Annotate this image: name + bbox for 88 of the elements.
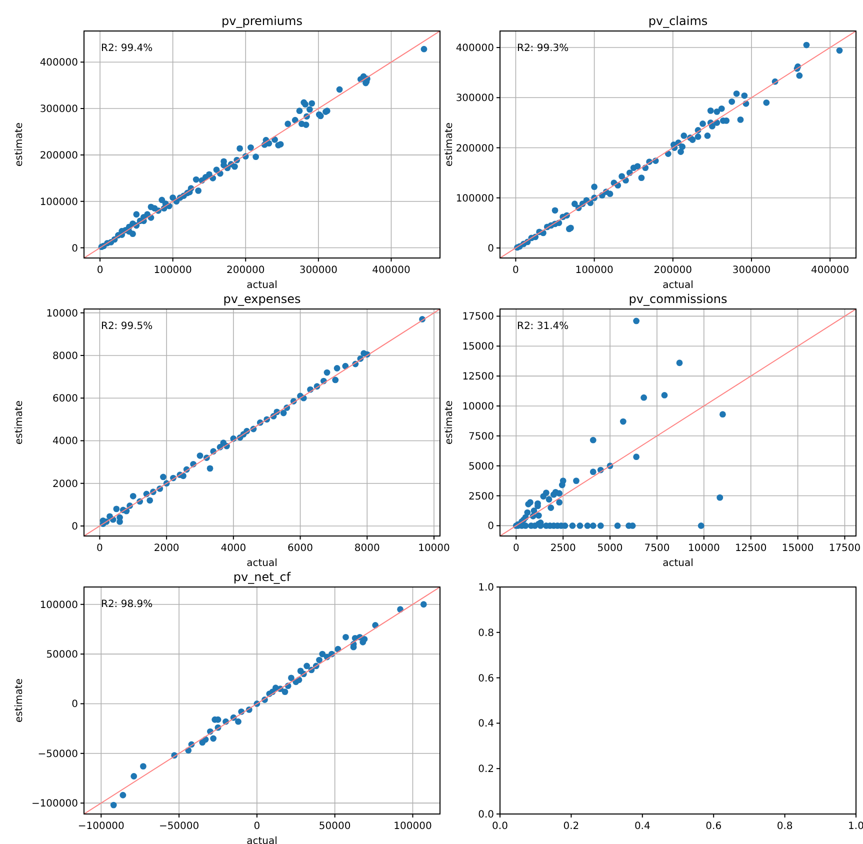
x-tick-label: 300000 (299, 265, 338, 276)
y-tick-label: −100000 (31, 798, 78, 810)
x-tick-label: 200000 (226, 265, 265, 276)
y-tick-label: 200000 (40, 150, 78, 162)
y-tick-label: 0.4 (478, 718, 494, 730)
x-tick-label: 5000 (597, 543, 623, 554)
y-axis-title: estimate (444, 400, 455, 445)
y-tick-label: 5000 (468, 461, 494, 472)
x-tick-label: 8000 (354, 543, 380, 554)
x-tick-label: 0 (96, 543, 103, 554)
x-tick-label: 0.2 (563, 821, 580, 832)
y-tick-label: 0 (488, 243, 494, 254)
y-tick-label: 2500 (468, 491, 494, 502)
y-tick-label: 400000 (456, 43, 494, 54)
x-tick-label: 1.0 (848, 821, 863, 832)
y-tick-label: 1.0 (478, 582, 494, 594)
y-tick-label: −50000 (38, 748, 78, 760)
y-tick-label: 6000 (52, 394, 78, 405)
x-tick-label: 0.8 (776, 821, 793, 832)
y-tick-label: 200000 (456, 143, 494, 154)
annotation: R2: 31.4% (517, 321, 569, 332)
x-tick-label: 10000 (418, 543, 450, 554)
x-tick-label: 7500 (644, 543, 670, 554)
x-axis-title: actual (246, 836, 278, 844)
y-tick-label: 15000 (462, 342, 494, 353)
chart-title: pv_commissions (628, 292, 728, 306)
y-axis-title: estimate (14, 678, 25, 723)
y-tick-label: 12500 (462, 372, 494, 383)
x-tick-label: 100000 (154, 265, 192, 276)
x-axis-title: actual (662, 558, 694, 569)
x-tick-label: 12500 (734, 543, 767, 554)
chart-title: pv_net_cf (233, 570, 292, 584)
x-tick-label: 10000 (688, 543, 720, 554)
annotation: R2: 99.3% (517, 43, 569, 54)
y-tick-label: 300000 (40, 104, 78, 116)
annotation: R2: 99.4% (101, 43, 153, 54)
y-tick-label: 0.2 (478, 764, 494, 776)
chart-title: pv_claims (648, 14, 708, 28)
x-tick-label: 200000 (654, 265, 692, 276)
x-tick-label: 400000 (810, 265, 850, 276)
x-tick-label: 2500 (550, 543, 576, 554)
x-tick-label: 100000 (575, 265, 614, 276)
y-axis-title: estimate (14, 122, 25, 167)
y-axis-title: estimate (444, 122, 455, 167)
x-tick-label: 2000 (154, 543, 180, 554)
chart-title: pv_premiums (222, 14, 302, 28)
y-tick-label: 10000 (46, 308, 78, 320)
x-tick-label: 0 (512, 543, 520, 554)
annotation: R2: 98.9% (101, 599, 153, 610)
y-tick-label: 0.8 (478, 628, 494, 639)
x-tick-label: 0 (512, 265, 519, 276)
x-axis-title: actual (246, 558, 278, 569)
y-axis-title: estimate (14, 400, 25, 445)
x-axis-title: actual (246, 280, 278, 291)
x-tick-label: 300000 (732, 265, 771, 276)
annotation: R2: 99.5% (101, 321, 153, 332)
y-tick-label: 7500 (468, 431, 494, 442)
x-axis-title: actual (662, 280, 694, 291)
y-tick-label: 4000 (52, 436, 78, 448)
x-tick-label: 4000 (220, 543, 246, 554)
y-tick-label: 2000 (52, 478, 78, 490)
y-tick-label: 0 (72, 521, 78, 532)
y-tick-label: 50000 (46, 650, 78, 661)
x-tick-label: −50000 (158, 821, 200, 832)
x-tick-label: 17500 (828, 543, 861, 554)
y-tick-label: 0.0 (478, 810, 494, 820)
y-tick-label: 400000 (40, 58, 78, 69)
y-tick-label: 17500 (462, 312, 494, 323)
x-tick-label: 6000 (288, 543, 313, 554)
y-tick-label: 100000 (40, 196, 78, 208)
x-tick-label: 400000 (372, 265, 410, 276)
x-tick-label: 0 (96, 265, 104, 276)
y-tick-label: 0 (72, 243, 78, 254)
y-tick-label: 0 (488, 521, 494, 532)
x-tick-label: 15000 (782, 543, 814, 554)
x-tick-label: 50000 (318, 821, 351, 832)
y-tick-label: 100000 (456, 193, 494, 204)
y-tick-label: 100000 (40, 600, 78, 611)
x-tick-label: 0.4 (634, 821, 650, 832)
y-tick-label: 0 (72, 699, 78, 710)
x-tick-label: 0.6 (706, 821, 722, 832)
y-tick-label: 10000 (462, 401, 494, 412)
y-tick-label: 300000 (456, 93, 494, 104)
x-tick-label: 0 (254, 821, 260, 832)
y-tick-label: 8000 (52, 350, 78, 362)
chart-title: pv_expenses (223, 292, 301, 306)
x-tick-label: 100000 (394, 821, 432, 832)
y-tick-label: 0.6 (478, 673, 494, 684)
